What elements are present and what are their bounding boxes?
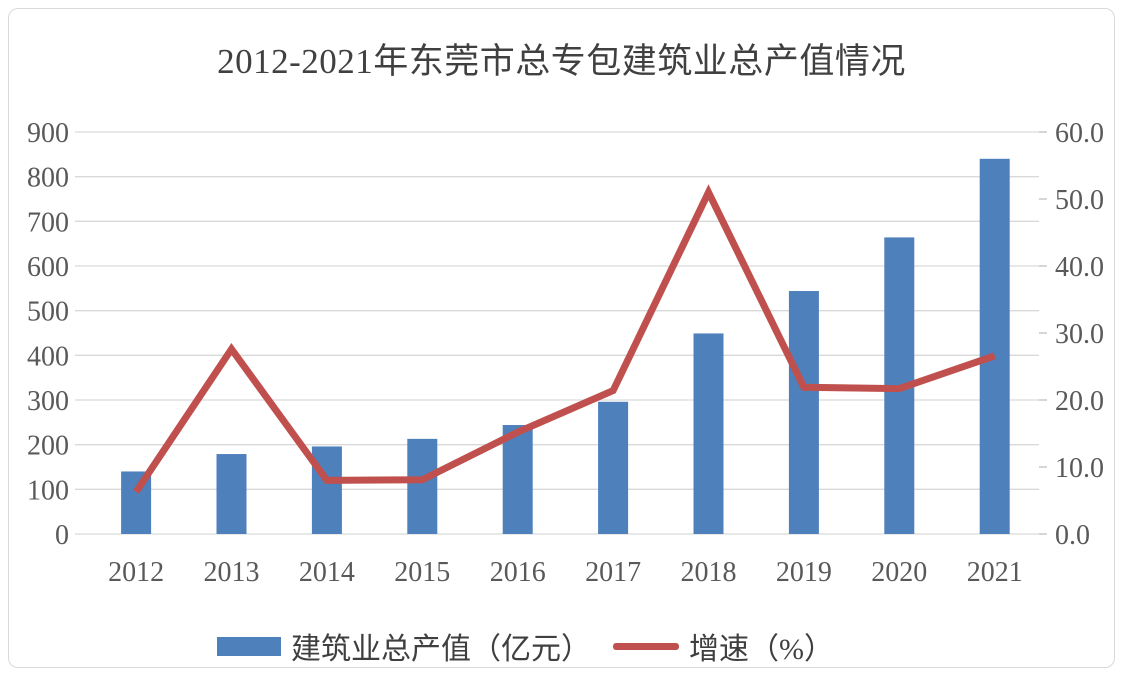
- right-axis-tick-label: 40.0: [1055, 252, 1104, 283]
- bar: [407, 438, 438, 534]
- left-axis-tick-label: 800: [27, 163, 69, 194]
- bar: [693, 333, 724, 534]
- right-axis-tick-label: 50.0: [1055, 185, 1104, 216]
- bar: [979, 158, 1010, 535]
- x-axis-tick-label: 2020: [871, 557, 927, 588]
- bar: [216, 454, 247, 534]
- left-axis-tick-label: 400: [27, 341, 69, 372]
- right-axis-tick-label: 60.0: [1055, 118, 1104, 149]
- right-axis-tick-label: 30.0: [1055, 319, 1104, 350]
- legend-line-label: 增速（%）: [689, 633, 834, 666]
- x-axis-tick-label: 2021: [967, 557, 1023, 588]
- left-axis-tick-label: 600: [27, 252, 69, 283]
- bar: [311, 446, 342, 534]
- x-axis-tick-label: 2017: [585, 557, 641, 588]
- left-axis-tick-label: 900: [27, 118, 69, 149]
- left-axis-tick-label: 500: [27, 297, 69, 328]
- legend-item-output: 建筑业总产值（亿元）: [217, 624, 591, 668]
- left-axis-tick-label: 200: [27, 431, 69, 462]
- legend-item-growth: 增速（%）: [613, 624, 834, 668]
- right-axis-tick-label: 0.0: [1055, 520, 1090, 551]
- left-axis-tick-label: 0: [55, 520, 69, 551]
- bar: [502, 425, 533, 534]
- legend: 建筑业总产值（亿元） 增速（%）: [0, 626, 1078, 666]
- x-axis-tick-label: 2015: [394, 557, 450, 588]
- x-axis-tick-label: 2012: [108, 557, 164, 588]
- right-axis-tick-label: 10.0: [1055, 453, 1104, 484]
- growth-line: [133, 184, 996, 494]
- x-axis-tick-label: 2018: [681, 557, 737, 588]
- legend-bar-label: 建筑业总产值（亿元）: [291, 633, 591, 666]
- bar: [788, 291, 819, 534]
- x-axis-tick-label: 2013: [204, 557, 260, 588]
- chart-title: 2012-2021年东莞市总专包建筑业总产值情况: [217, 42, 906, 81]
- left-axis-tick-label: 300: [27, 386, 69, 417]
- line-series-swatch-icon: [613, 642, 679, 650]
- left-axis-tick-label: 100: [27, 475, 69, 506]
- bar: [598, 401, 629, 534]
- right-axis-tick-label: 20.0: [1055, 386, 1104, 417]
- x-axis-tick-label: 2019: [776, 557, 832, 588]
- x-axis-tick-label: 2014: [299, 557, 355, 588]
- chart-card: 2012-2021年东莞市总专包建筑业总产值情况 0 100 200 300 400 50…: [8, 8, 1115, 668]
- bar-series-swatch-icon: [217, 636, 281, 656]
- plot-svg: 0 100 200 300 400 500 600 700 800 900 0.0 10.0 20.0 3…: [27, 118, 1104, 588]
- x-axis-tick-label: 2016: [490, 557, 546, 588]
- left-axis-tick-label: 700: [27, 207, 69, 238]
